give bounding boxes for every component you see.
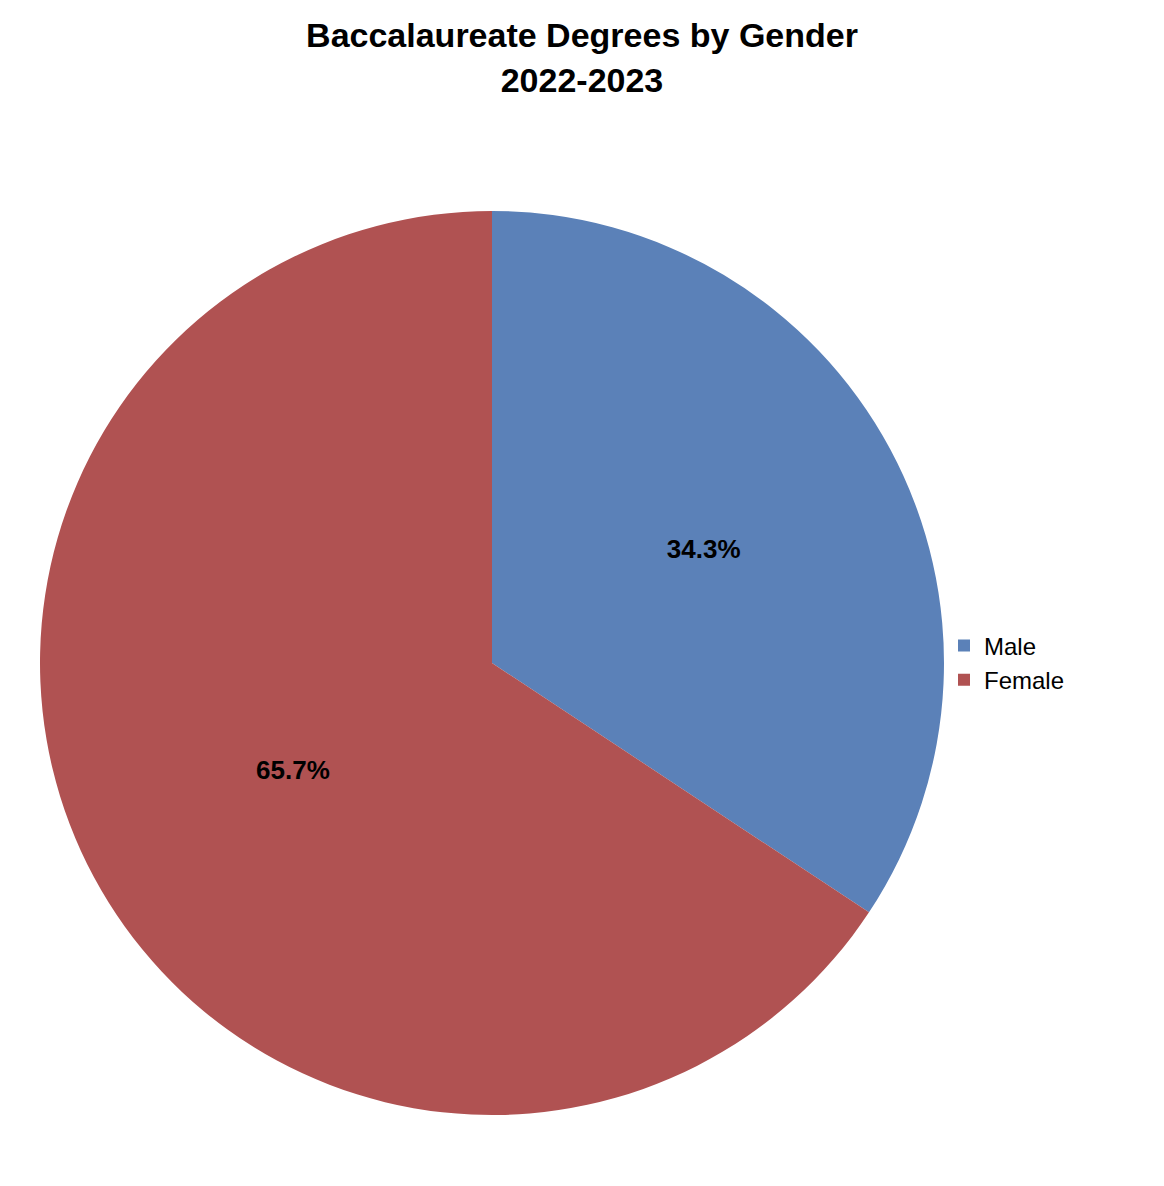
svg-text:Male: Male <box>984 633 1036 660</box>
svg-text:Baccalaureate Degrees by Gende: Baccalaureate Degrees by Gender2022-2023 <box>306 16 858 98</box>
svg-text:65.7%: 65.7% <box>256 755 330 785</box>
svg-text:34.3%: 34.3% <box>667 534 741 564</box>
svg-text:Female: Female <box>984 667 1064 694</box>
